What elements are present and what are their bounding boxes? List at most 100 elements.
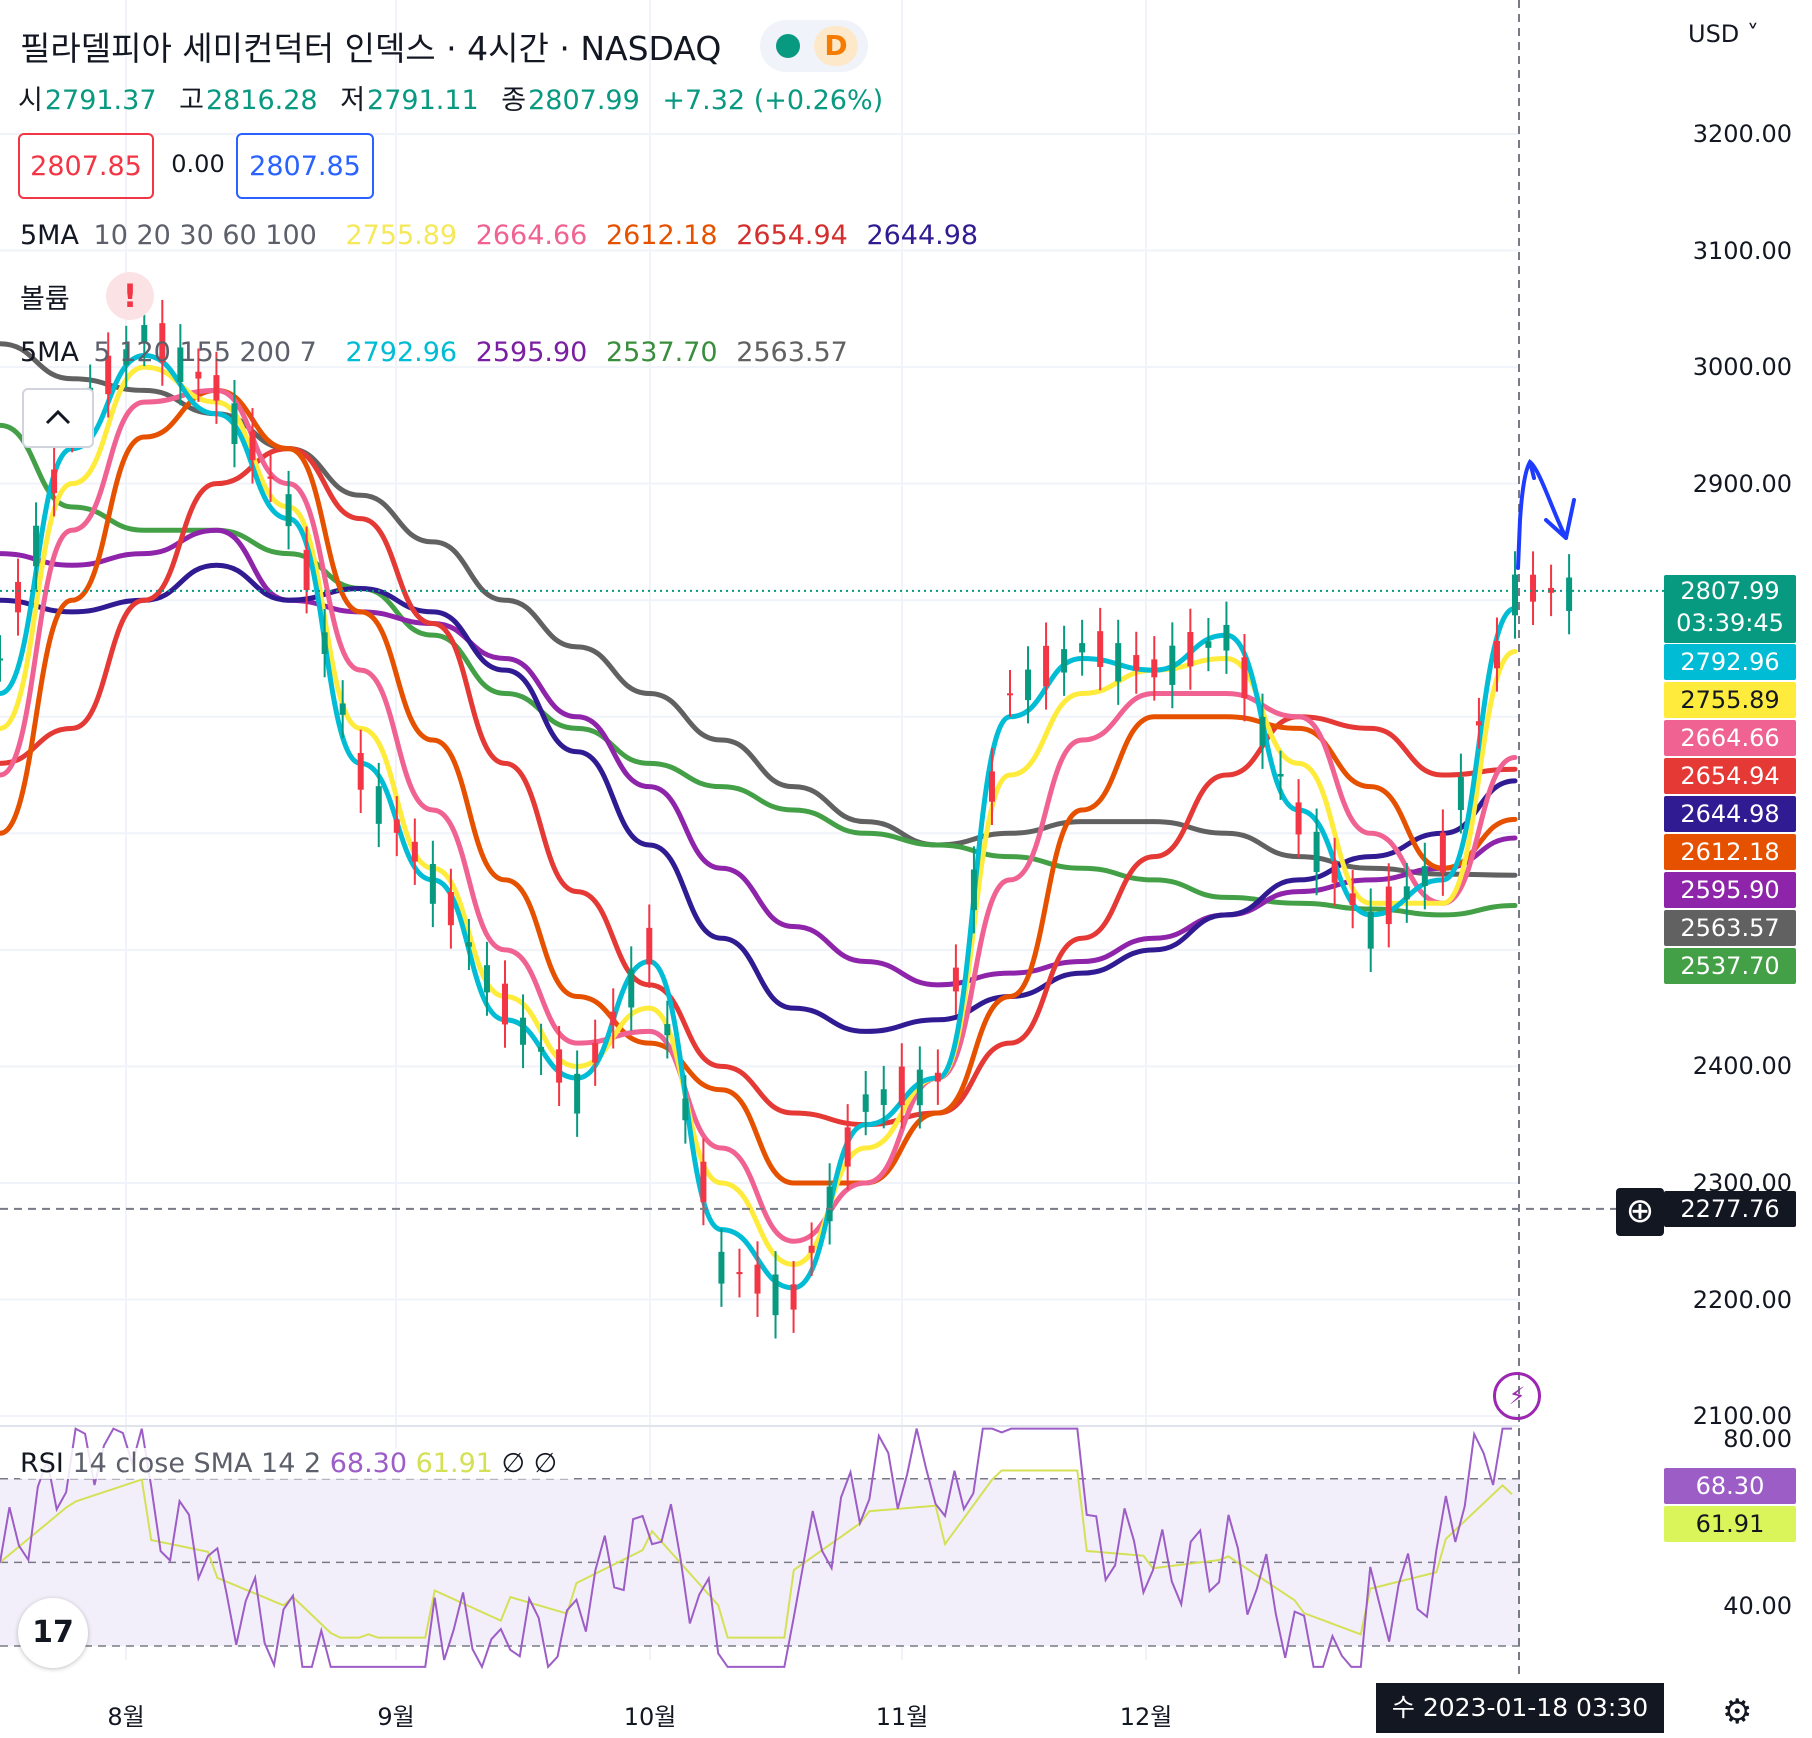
price-badge: 2537.70 [1664, 948, 1796, 984]
symbol-title[interactable]: 필라델피아 세미컨덕터 인덱스 · 4시간 · NASDAQ [20, 29, 722, 68]
high-label: 고 [179, 85, 204, 116]
warning-icon[interactable]: ! [106, 272, 154, 320]
candle-body [1079, 643, 1086, 653]
price-axis-label: 2100.00 [1692, 1402, 1792, 1431]
candle-body [1403, 886, 1410, 900]
rsi-sma-badge: 61.91 [1664, 1506, 1796, 1542]
candle-body [1007, 693, 1013, 696]
price-badge: 2644.98 [1664, 796, 1796, 832]
price-badge: 2595.90 [1664, 872, 1796, 908]
candle-body [51, 469, 58, 494]
price-axis-label: 3000.00 [1692, 353, 1792, 382]
gear-icon[interactable]: ⚙ [1722, 1692, 1753, 1732]
candle-body [772, 1274, 779, 1316]
ma-legend-1-value: 2755.89 [345, 220, 458, 251]
interval-badge: D [814, 26, 858, 66]
price-axis-label: 3200.00 [1692, 120, 1792, 148]
candle-body [1295, 802, 1302, 835]
crosshair-time-label: 수 2023-01-18 03:30 [1376, 1683, 1664, 1733]
ma-legend-1-value: 2654.94 [736, 220, 848, 251]
add-alert-button[interactable]: ⊕ [1616, 1188, 1664, 1236]
rsi-legend[interactable]: RSI 14 close SMA 14 2 68.30 61.91 ∅ ∅ [20, 1448, 572, 1479]
price-badge: 2563.57 [1664, 910, 1796, 946]
time-axis-label: 11월 [875, 1703, 929, 1731]
ma-line-5MA-30 [0, 387, 1518, 1186]
candle-body [267, 476, 274, 479]
time-axis-label: 9월 [377, 1703, 415, 1731]
candle-body [502, 983, 508, 1025]
market-status-pill[interactable]: D [760, 20, 868, 72]
ma-legend-1-value: 2664.66 [475, 220, 588, 251]
price-axis-label: 2400.00 [1692, 1052, 1792, 1081]
candle-body [195, 371, 202, 379]
candle-body [1043, 645, 1050, 687]
candle-body [1025, 669, 1032, 701]
low-value: 2791.11 [367, 85, 479, 116]
candle-body [736, 1271, 743, 1275]
time-axis-label: 12월 [1119, 1703, 1173, 1731]
candle-body [682, 1098, 689, 1121]
rsi-sma-value: 61.91 [415, 1448, 493, 1479]
hide-icon[interactable]: ∅ [501, 1448, 526, 1479]
ohlc-legend: 시2791.37 고2816.28 저2791.11 종2807.99 +7.3… [18, 78, 897, 117]
candle-body [1115, 643, 1122, 682]
candle-body [231, 403, 238, 444]
ma-line-5MA-20 [0, 387, 1518, 1244]
rsi-name: RSI [20, 1448, 64, 1479]
ma-legend-1-value: 2644.98 [866, 220, 979, 251]
candle-body [700, 1161, 707, 1202]
candle-body [339, 703, 346, 715]
candle-body [844, 1127, 851, 1167]
candle-body [934, 1072, 941, 1082]
lightning-icon[interactable]: ⚡ [1493, 1372, 1541, 1420]
candle-body [303, 549, 310, 591]
candle-body [1457, 776, 1464, 811]
rsi-axis-label: 40.00 [1723, 1592, 1792, 1620]
sell-price-button[interactable]: 2807.85 [18, 133, 154, 199]
tradingview-logo[interactable]: 17 [18, 1598, 88, 1668]
ma-line-5MA-155 [0, 422, 1518, 918]
candle-body [952, 967, 959, 992]
candle-body [15, 581, 22, 613]
candle-body [754, 1264, 761, 1294]
ma-legend-2-params: 5 120 155 200 7 [93, 337, 317, 368]
price-axis-label: 2200.00 [1692, 1285, 1792, 1314]
candle-body [862, 1094, 869, 1112]
time-axis-label: 8월 [107, 1703, 145, 1731]
candle-body [1475, 721, 1482, 726]
candle-body [592, 1042, 599, 1063]
candle-body [1241, 657, 1248, 699]
currency-selector[interactable]: USD ˅ [1688, 20, 1759, 48]
collapse-legend-button[interactable] [22, 388, 94, 448]
price-badge: 2792.96 [1664, 644, 1796, 680]
candle-body [0, 658, 3, 661]
ma-legend-1[interactable]: 5MA 10 20 30 60 100 2755.89 2664.66 2612… [20, 220, 988, 251]
rsi-badge: 68.30 [1664, 1468, 1796, 1504]
candle-body [1349, 893, 1356, 905]
close-label: 종 [501, 85, 527, 116]
candle-body [33, 525, 40, 567]
hide-icon[interactable]: ∅ [533, 1448, 558, 1479]
ma-legend-2[interactable]: 5MA 5 120 155 200 7 2792.96 2595.90 2537… [20, 337, 858, 368]
candle-body [375, 786, 382, 824]
price-axis-label: 2900.00 [1692, 469, 1792, 498]
time-axis-label: 10월 [623, 1703, 677, 1731]
candle-body [1367, 911, 1374, 949]
volume-legend[interactable]: 볼륨 [20, 284, 70, 315]
low-label: 저 [340, 85, 366, 116]
candle-body [357, 752, 364, 790]
ma-line-5MA-120 [0, 527, 1518, 988]
candle-body [1151, 659, 1158, 678]
market-open-icon [776, 34, 800, 58]
candles [0, 299, 1573, 1339]
candle-body [916, 1069, 923, 1106]
close-value: 2807.99 [528, 85, 640, 116]
candle-body [123, 349, 130, 365]
candle-body [556, 1049, 563, 1083]
candle-body [1259, 716, 1266, 746]
candle-body [1061, 649, 1068, 673]
buy-price-button[interactable]: 2807.85 [236, 133, 374, 199]
candle-body [411, 841, 418, 862]
rsi-params: 14 close SMA 14 2 [72, 1448, 322, 1479]
price-badge: 2755.89 [1664, 682, 1796, 718]
